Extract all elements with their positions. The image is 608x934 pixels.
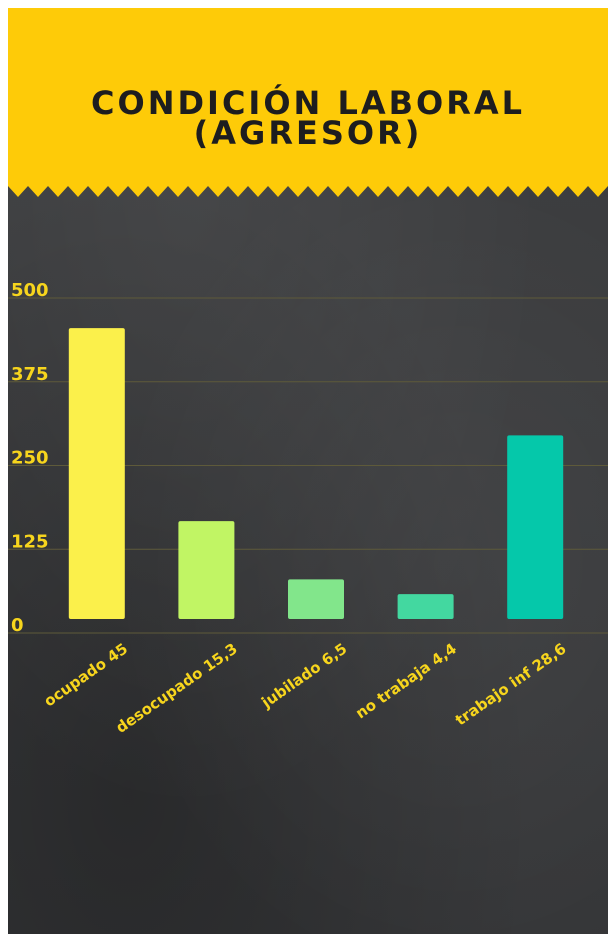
bars <box>68 328 564 619</box>
x-tick-label: jubilado 6,5 <box>257 640 350 713</box>
x-tick-label: no trabaja 4,4 <box>352 640 460 723</box>
bar <box>68 328 125 619</box>
x-tick-label: ocupado 45 <box>41 640 131 711</box>
bar <box>288 579 344 619</box>
y-tick-label: 375 <box>11 364 49 385</box>
bar <box>397 594 454 619</box>
header-banner <box>8 8 608 197</box>
y-tick-label: 250 <box>11 448 49 469</box>
infographic: CONDICIÓN LABORAL (AGRESOR) 0 125 250 375 50… <box>8 8 608 934</box>
chart-title: CONDICIÓN LABORAL (AGRESOR) <box>91 84 525 152</box>
y-tick-label: 125 <box>11 531 49 552</box>
x-tick-label: trabajo inf 28,6 <box>452 640 569 730</box>
bar <box>507 435 564 619</box>
y-axis-ticks: 0 125 250 375 500 <box>11 280 49 636</box>
bar <box>178 521 235 619</box>
y-tick-label: 500 <box>11 280 49 301</box>
header-zigzag-band <box>8 8 608 197</box>
x-tick-label: desocupado 15,3 <box>113 640 241 737</box>
y-tick-label: 0 <box>11 615 24 636</box>
